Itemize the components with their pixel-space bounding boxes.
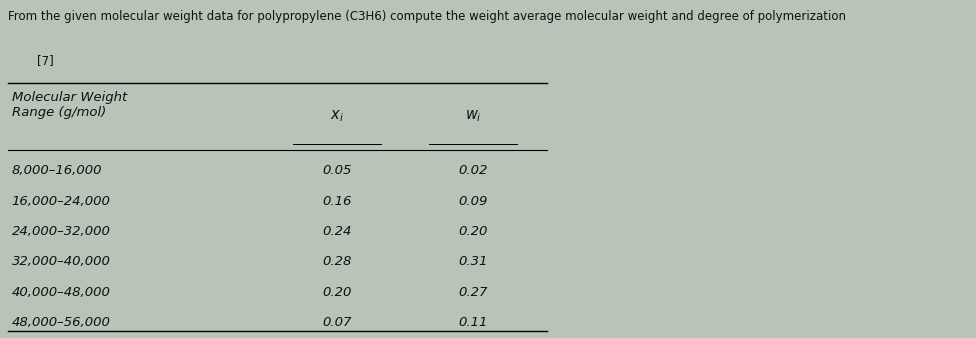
Text: 0.16: 0.16 [322, 195, 351, 208]
Text: 0.02: 0.02 [459, 164, 488, 177]
Text: 32,000–40,000: 32,000–40,000 [12, 256, 110, 268]
Text: 0.28: 0.28 [322, 256, 351, 268]
Text: 0.27: 0.27 [459, 286, 488, 299]
Text: 0.24: 0.24 [322, 225, 351, 238]
Text: 0.31: 0.31 [459, 256, 488, 268]
Text: From the given molecular weight data for polypropylene (C3H6) compute the weight: From the given molecular weight data for… [8, 10, 846, 23]
Text: 0.05: 0.05 [322, 164, 351, 177]
Text: 0.20: 0.20 [322, 286, 351, 299]
Text: 0.20: 0.20 [459, 225, 488, 238]
Text: $w_i$: $w_i$ [465, 108, 482, 124]
Text: 0.07: 0.07 [322, 316, 351, 329]
Text: 16,000–24,000: 16,000–24,000 [12, 195, 110, 208]
Text: 48,000–56,000: 48,000–56,000 [12, 316, 110, 329]
Text: 0.11: 0.11 [459, 316, 488, 329]
Text: Molecular Weight
Range (g/mol): Molecular Weight Range (g/mol) [12, 91, 127, 119]
Text: 24,000–32,000: 24,000–32,000 [12, 225, 110, 238]
Text: 0.09: 0.09 [459, 195, 488, 208]
Text: [7]: [7] [37, 54, 54, 67]
Text: $x_i$: $x_i$ [330, 108, 344, 124]
Text: 8,000–16,000: 8,000–16,000 [12, 164, 102, 177]
Text: 40,000–48,000: 40,000–48,000 [12, 286, 110, 299]
